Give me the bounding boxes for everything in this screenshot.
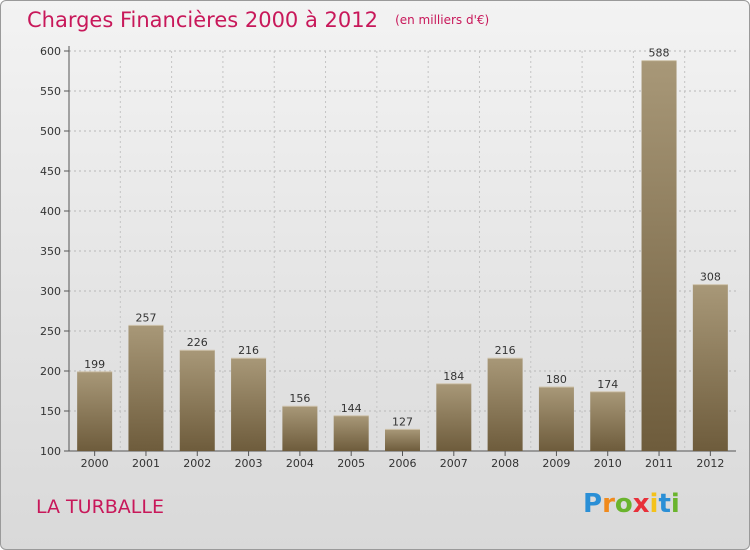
proxiti-logo: Proxiti bbox=[583, 489, 680, 519]
x-tick-label: 2005 bbox=[337, 457, 365, 470]
bar bbox=[641, 60, 677, 451]
logo-letter: x bbox=[632, 489, 650, 519]
bar bbox=[231, 358, 267, 451]
bar bbox=[436, 383, 472, 451]
y-tick-label: 600 bbox=[40, 45, 61, 58]
x-tick-label: 2001 bbox=[132, 457, 160, 470]
logo-letter: o bbox=[614, 489, 633, 519]
bar bbox=[487, 358, 523, 451]
bar bbox=[333, 415, 369, 451]
data-label: 226 bbox=[187, 336, 208, 349]
y-tick-label: 450 bbox=[40, 165, 61, 178]
bar bbox=[385, 429, 420, 451]
x-tick-label: 2000 bbox=[81, 457, 109, 470]
bar bbox=[282, 406, 318, 451]
label-layer: 199 257 226 216 156 144 127 184 216 180 174 588 308 bbox=[84, 47, 721, 429]
data-label: 174 bbox=[597, 378, 618, 391]
data-label: 308 bbox=[700, 271, 721, 284]
chart-title-block: Charges Financières 2000 à 2012 (en mill… bbox=[27, 8, 489, 32]
bar bbox=[538, 387, 574, 451]
bar bbox=[128, 325, 164, 451]
chart-subtitle: (en milliers d'€) bbox=[395, 13, 490, 27]
data-label: 216 bbox=[495, 344, 516, 357]
data-label: 588 bbox=[649, 47, 670, 60]
logo-letter: P bbox=[583, 489, 603, 519]
x-tick-label: 2010 bbox=[594, 457, 622, 470]
data-label: 180 bbox=[546, 373, 567, 386]
y-tick-label: 550 bbox=[40, 85, 61, 98]
commune-name: LA TURBALLE bbox=[36, 496, 164, 518]
x-tick-label: 2009 bbox=[542, 457, 570, 470]
logo-letter: r bbox=[602, 489, 615, 519]
y-tick-label: 300 bbox=[40, 285, 61, 298]
chart-title: Charges Financières 2000 à 2012 bbox=[27, 8, 378, 32]
data-label: 216 bbox=[238, 344, 259, 357]
y-tick-label: 150 bbox=[40, 405, 61, 418]
bar bbox=[179, 350, 215, 451]
grid-layer bbox=[69, 50, 736, 451]
y-tick-label: 250 bbox=[40, 325, 61, 338]
data-label: 199 bbox=[84, 358, 105, 371]
x-tick-label: 2006 bbox=[389, 457, 417, 470]
bar-layer bbox=[77, 60, 728, 451]
y-tick-label: 350 bbox=[40, 245, 61, 258]
bar bbox=[590, 391, 626, 451]
data-label: 257 bbox=[135, 311, 156, 324]
bar bbox=[692, 284, 728, 451]
logo-letter: i bbox=[670, 489, 680, 519]
x-tick-label: 2003 bbox=[235, 457, 263, 470]
data-label: 184 bbox=[443, 370, 464, 383]
y-tick-label: 100 bbox=[40, 445, 61, 458]
x-tick-label: 2011 bbox=[645, 457, 673, 470]
x-tick-label: 2008 bbox=[491, 457, 519, 470]
x-tick-label: 2012 bbox=[696, 457, 724, 470]
y-tick-label: 500 bbox=[40, 125, 61, 138]
x-tick-label: 2002 bbox=[183, 457, 211, 470]
bar bbox=[77, 371, 113, 451]
data-label: 127 bbox=[392, 415, 413, 428]
data-label: 156 bbox=[289, 392, 310, 405]
logo-letter: i bbox=[649, 489, 659, 519]
x-tick-label: 2004 bbox=[286, 457, 314, 470]
y-tick-label: 200 bbox=[40, 365, 61, 378]
y-tick-label: 400 bbox=[40, 205, 61, 218]
data-label: 144 bbox=[341, 402, 362, 415]
x-tick-label: 2007 bbox=[440, 457, 468, 470]
logo-letter: t bbox=[658, 489, 671, 519]
